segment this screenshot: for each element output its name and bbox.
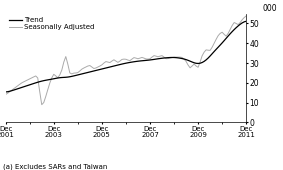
Y-axis label: 000: 000 [263, 4, 278, 13]
Legend: Trend, Seasonally Adjusted: Trend, Seasonally Adjusted [9, 17, 94, 30]
Text: (a) Excludes SARs and Taiwan: (a) Excludes SARs and Taiwan [3, 164, 107, 170]
